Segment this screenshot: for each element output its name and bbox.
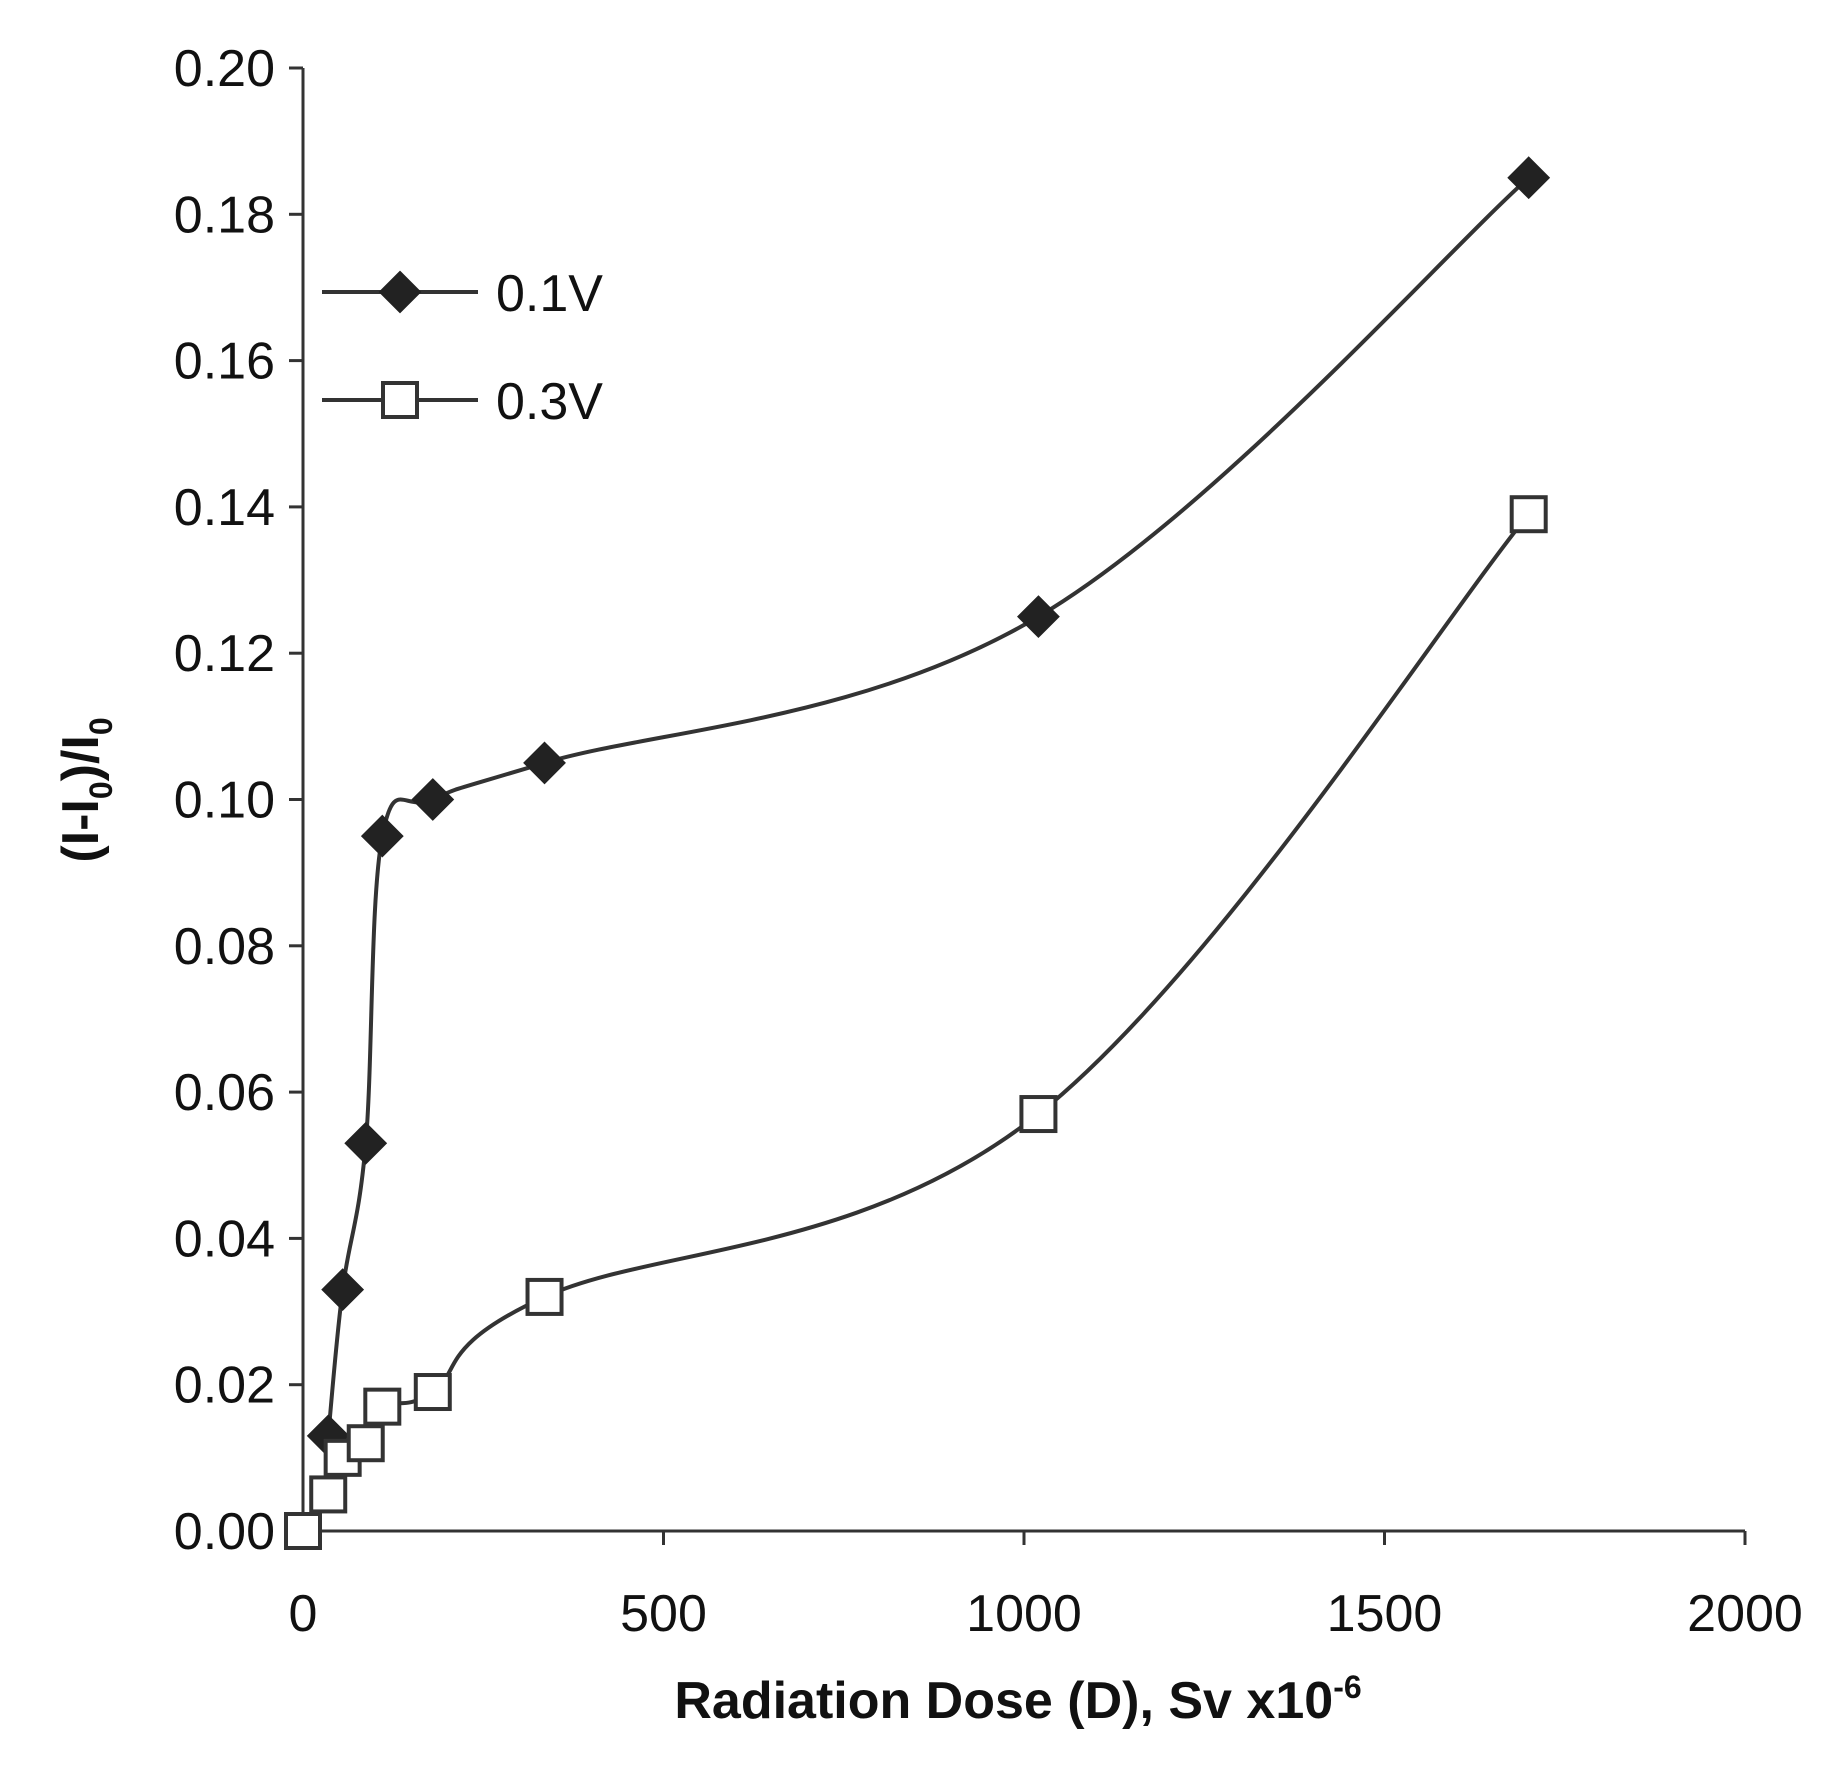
legend: 0.1V 0.3V [322,265,603,431]
data-point-series-1 [360,814,404,858]
series-line-2 [301,512,1531,1533]
series-line-1 [326,176,1531,1437]
y-tick-label: 0.02 [174,1357,275,1415]
data-point-series-1 [1017,595,1060,639]
series-markers [284,156,1551,1550]
data-point-series-2 [363,1387,402,1426]
data-point-series-2 [413,1373,452,1412]
legend-marker [381,381,419,419]
y-tick-label: 0.14 [174,479,275,537]
y-tick-label: 0.00 [174,1503,275,1561]
legend-marker [378,270,422,314]
legend-label: 0.1V [496,265,603,323]
y-tick-label: 0.20 [174,40,275,98]
data-point-series-1 [523,741,566,785]
data-point-series-2 [309,1475,348,1514]
data-point-series-2 [1019,1095,1058,1134]
data-point-series-1 [321,1268,365,1312]
y-tick-label: 0.10 [174,772,275,830]
x-tick-label: 0 [289,1585,318,1643]
x-tick-label: 2000 [1687,1585,1803,1643]
x-tick-label: 1000 [966,1585,1082,1643]
x-tick-label: 1500 [1327,1585,1443,1643]
x-axis-title: Radiation Dose (D), Sv x10-6 [674,1669,1361,1730]
y-tick-label: 0.16 [174,333,275,391]
y-tick-label: 0.04 [174,1210,275,1268]
y-tick-label: 0.12 [174,625,275,683]
data-point-series-1 [411,778,455,821]
y-ticks: 0.00 0.02 0.04 0.06 0.08 0.10 0.12 0.14 0.16 0.18… [174,40,303,1561]
y-axis-title: (I-I0)/I0 [52,717,119,862]
data-point-series-1 [344,1121,388,1165]
y-tick-label: 0.18 [174,186,275,244]
data-point-series-1 [1507,156,1551,200]
legend-label: 0.3V [496,373,603,431]
x-ticks: 0 500 1000 1500 2000 [289,1531,1803,1643]
data-point-series-2 [284,1512,322,1550]
y-tick-label: 0.06 [174,1064,275,1122]
data-point-series-2 [346,1424,385,1463]
data-point-series-2 [1509,495,1548,534]
x-tick-label: 500 [620,1585,707,1643]
y-tick-label: 0.08 [174,918,275,976]
data-point-series-2 [525,1277,564,1316]
series-lines [301,176,1531,1533]
